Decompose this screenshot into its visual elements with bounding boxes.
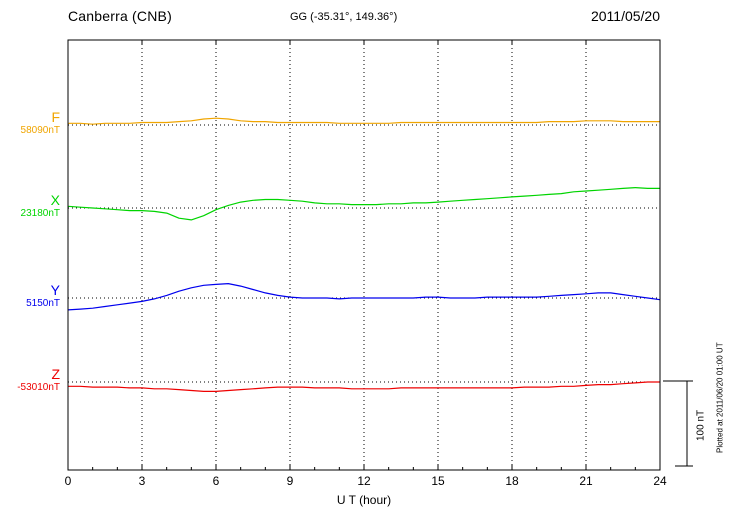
x-tick-label: 18	[505, 474, 519, 488]
series-label-f: F 58090nT	[0, 110, 60, 137]
series-baseline-f: 58090nT	[20, 125, 60, 136]
trace-x	[67, 187, 660, 221]
series-label-x: X 23180nT	[0, 193, 60, 220]
trace-z	[68, 381, 660, 392]
x-tick-label: 3	[138, 474, 146, 488]
x-axis-tick-labels: 0 3 6 9 12 15 18 21 24	[0, 474, 730, 488]
x-tick-label: 21	[579, 474, 593, 488]
station-title: Canberra (CNB)	[68, 8, 172, 24]
x-tick-label: 12	[357, 474, 371, 488]
plot-date: 2011/05/20	[590, 8, 660, 24]
series-label-y: Y 5150nT	[0, 283, 60, 310]
series-letter-f: F	[51, 109, 60, 125]
series-letter-y: Y	[50, 282, 60, 298]
x-tick-label: 0	[64, 474, 72, 488]
geographic-coordinates: GG (-35.31°, 149.36°)	[290, 11, 398, 23]
x-tick-label: 15	[431, 474, 445, 488]
series-baseline-y: 5150nT	[26, 298, 60, 309]
scale-bar-label: 100 nT	[695, 409, 707, 441]
series-letter-z: Z	[51, 366, 60, 382]
x-axis-title: U T (hour)	[336, 493, 392, 507]
series-baseline-z: -53010nT	[17, 382, 60, 393]
trace-y	[67, 283, 661, 311]
series-baseline-x: 23180nT	[20, 208, 60, 219]
series-letter-x: X	[50, 192, 60, 208]
x-tick-label: 9	[286, 474, 294, 488]
plotted-at-note: Plotted at 2011/06/20 01:00 UT	[715, 342, 725, 453]
trace-f	[68, 117, 660, 125]
x-tick-label: 24	[653, 474, 667, 488]
x-tick-label: 6	[212, 474, 220, 488]
series-label-z: Z -53010nT	[0, 367, 60, 394]
